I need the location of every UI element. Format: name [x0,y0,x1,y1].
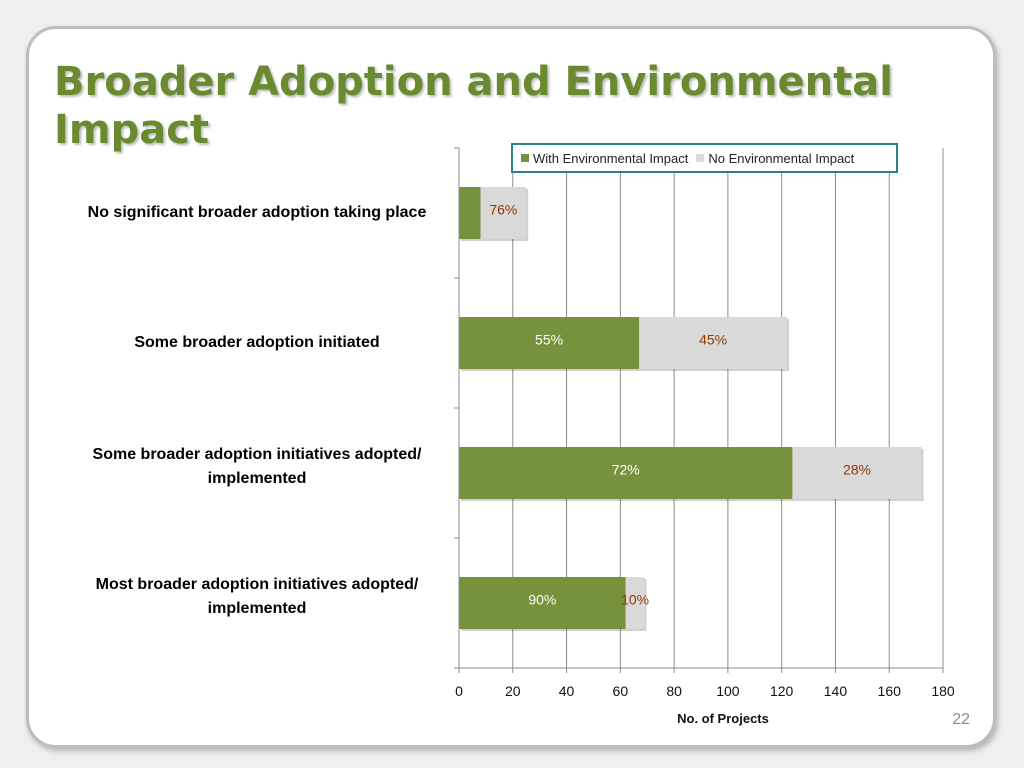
category-label: implemented [208,600,307,617]
bar-with-impact [459,447,793,499]
axes [454,147,943,669]
bar-no-impact [480,187,527,239]
x-tick-label: 40 [559,683,575,699]
data-label: 45% [699,332,727,348]
data-label: 10% [621,592,649,608]
x-tick-label: 80 [666,683,682,699]
data-label: 90% [528,592,556,608]
category-label: Most broader adoption initiatives adopte… [96,576,419,593]
page-number: 22 [952,711,970,728]
x-tick-label: 120 [770,683,794,699]
category-label: implemented [208,470,307,487]
chart-legend: With Environmental Impact No Environment… [511,143,898,173]
data-label: 76% [489,202,517,218]
legend-swatch-no-impact [696,154,705,162]
legend-item-no-impact: No Environmental Impact [696,151,854,166]
x-tick-label: 160 [878,683,902,699]
x-axis-label: No. of Projects [677,711,769,726]
bar-with-impact [459,577,626,629]
bar-with-impact [459,317,640,369]
x-tick-label: 100 [716,683,740,699]
bar-no-impact [639,317,788,369]
bar-no-impact [625,577,645,629]
slide-title: Broader Adoption and Environmental Impac… [54,59,893,153]
legend-label-no-impact: No Environmental Impact [708,150,855,166]
data-label: 28% [843,462,871,478]
data-label: 72% [612,462,640,478]
category-label: Some broader adoption initiatives adopte… [93,446,422,463]
data-label: 55% [535,332,563,348]
x-tick-label: 140 [824,683,848,699]
legend-item-with-impact: With Environmental Impact [521,151,688,166]
x-tick-label: 180 [931,683,955,699]
x-tick-label: 60 [613,683,629,699]
gridlines [458,148,944,673]
bars: 76% 55% 45% 72% 28% 90% 10% [459,187,924,631]
bar-with-impact [459,187,481,239]
x-tick-label: 0 [455,683,463,699]
tick-labels: 0 20 40 60 80 100 120 140 160 180 [455,683,955,699]
bar-no-impact [792,447,922,499]
category-label: No significant broader adoption taking p… [88,204,427,221]
x-tick-label: 20 [505,683,521,699]
category-label: Some broader adoption initiated [134,334,379,351]
legend-label-with-impact: With Environmental Impact [533,150,689,166]
category-labels: No significant broader adoption taking p… [88,204,427,617]
legend-swatch-with-impact [521,154,529,162]
